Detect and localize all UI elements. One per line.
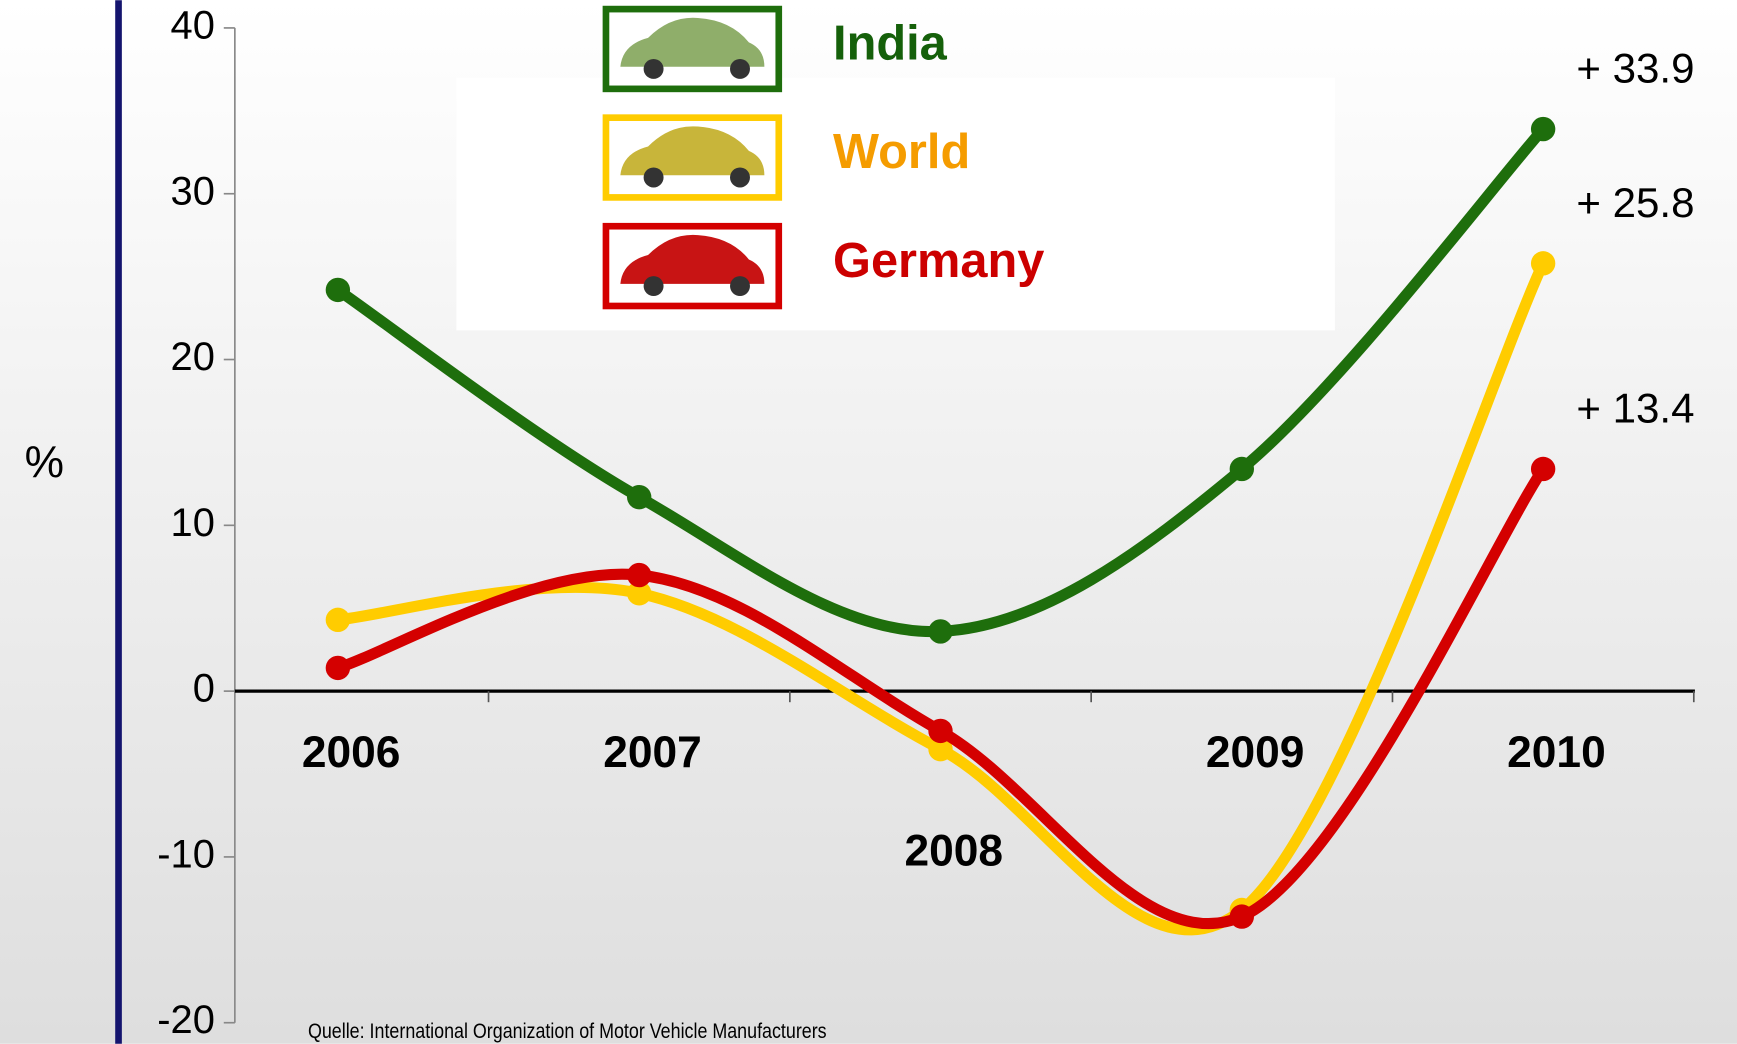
plot-area: + 33.9 + 25.8 + 13.4 (325, 45, 1695, 936)
data-point (1530, 116, 1556, 142)
legend-label: World (833, 125, 970, 179)
x-tick-label: 2010 (1507, 728, 1606, 777)
legend-box (456, 77, 1335, 331)
data-point (1229, 904, 1255, 929)
data-point (325, 607, 351, 633)
left-rule (115, 0, 122, 1044)
y-tick-label: -20 (157, 998, 215, 1042)
car-body (620, 126, 765, 176)
legend-car (620, 126, 765, 188)
data-point (1229, 456, 1255, 482)
y-tick-label: 30 (171, 169, 215, 213)
data-point (928, 736, 953, 762)
y-tick-label: 0 (193, 667, 215, 711)
car-body (620, 17, 765, 67)
series-line (332, 257, 1549, 936)
data-point (627, 562, 652, 588)
data-point (325, 655, 351, 681)
source-note: Quelle: International Organization of Mo… (308, 1020, 827, 1044)
car-wheel (730, 58, 750, 79)
data-point (1530, 251, 1556, 276)
axes: -20 -10 0 10 20 30 40 2006 2007 2008 2009 2010 (157, 3, 1695, 1042)
x-tick-label: 2008 (905, 827, 1004, 876)
data-point (928, 718, 953, 744)
car-wheel (730, 276, 750, 297)
legend-label: India (833, 17, 948, 71)
car-wheel (643, 58, 664, 79)
value-label: + 13.4 (1576, 384, 1694, 431)
car-body (620, 234, 765, 284)
data-point (928, 619, 953, 644)
data-point (627, 484, 652, 510)
x-tick-label: 2009 (1206, 728, 1305, 777)
y-tick-label: -10 (157, 832, 215, 876)
legend-label: Germany (833, 234, 1044, 288)
y-tick-label: 40 (171, 3, 215, 47)
data-point (627, 581, 652, 606)
y-tick-label: 20 (171, 335, 215, 379)
car-wheel (643, 276, 664, 297)
value-label: + 33.9 (1576, 45, 1694, 92)
car-wheel (643, 167, 664, 188)
x-tick-label: 2006 (302, 728, 401, 777)
data-point (325, 277, 351, 303)
value-label: + 25.8 (1576, 179, 1694, 226)
x-tick-label: 2007 (603, 728, 702, 777)
y-axis-label: % (25, 438, 64, 487)
legend: India World Germany (602, 5, 1044, 310)
car-wheel (730, 167, 750, 188)
series-line (332, 463, 1549, 930)
legend-car (620, 17, 765, 79)
y-tick-label: 10 (171, 501, 215, 545)
data-point (1530, 456, 1556, 482)
legend-car (620, 234, 765, 297)
